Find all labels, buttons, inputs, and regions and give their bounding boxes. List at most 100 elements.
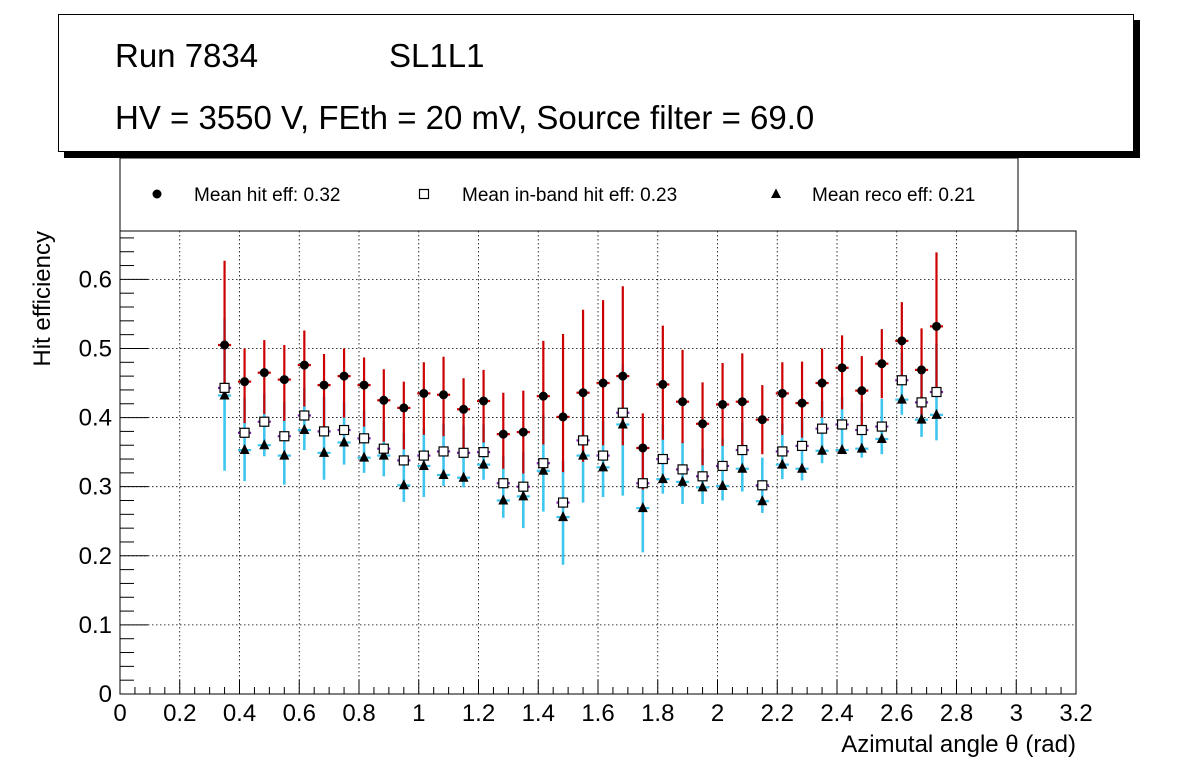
inband-point [657,453,668,465]
layer-label: SL1L1 [389,37,485,74]
hit-point [439,390,449,400]
y-tick-label: 0.2 [79,543,112,570]
inband-point [378,443,389,454]
reco-point [458,471,469,482]
inband-point [916,397,927,408]
x-tick-label: 0.2 [163,700,196,727]
hit-point [877,359,887,369]
run-label: Run 7834 [115,37,259,74]
x-tick-label: 1.2 [462,700,495,727]
reco-point [259,439,270,450]
hit-point [698,419,708,429]
hit-point [399,403,409,413]
hit-point [917,365,927,375]
x-tick-label: 2 [711,700,724,727]
inband-point [896,375,907,386]
hit-point [797,398,807,408]
x-tick-label: 1.6 [581,700,614,727]
inband-point [777,446,788,457]
reco-point [438,468,449,479]
reco-point [239,444,250,455]
reco-point [777,458,788,469]
legend-box [119,157,1019,232]
inband-point [757,480,768,491]
hit-point [678,397,688,407]
hit-point [459,404,469,414]
hit-point [638,443,648,453]
hit-point [837,363,847,373]
inband-point [637,478,648,489]
inband-point [677,464,688,475]
x-tick-label: 1 [412,700,425,727]
legend-label: Mean reco eff: 0.21 [812,185,975,206]
hit-point [618,371,628,381]
reco-point [339,436,350,447]
legend-label: Mean hit eff: 0.32 [194,185,340,206]
x-tick-label: 2.8 [940,700,973,727]
inband-point [836,419,848,430]
inband-point [458,447,469,458]
reco-point [876,433,887,444]
y-tick-label: 0 [99,681,112,708]
hit-point [220,340,230,350]
reco-point [299,424,310,435]
reco-point [518,490,529,501]
y-tick-label: 0.4 [79,405,112,432]
x-tick-label: 3.2 [1059,700,1092,727]
info-box: Run 7834 SL1L1 HV = 3550 V, FEth = 20 mV… [58,14,1134,152]
x-tick-label: 2.4 [820,700,853,727]
inband-point [498,478,509,489]
inband-point [737,444,748,456]
hit-point [598,378,608,388]
x-tick-label: 1.4 [522,700,555,727]
inband-point [597,450,609,461]
reco-point [558,511,569,522]
legend-label: Mean in-band hit eff: 0.23 [462,185,677,206]
reco-point [538,464,549,475]
hit-point [419,388,429,398]
hit-point [498,429,508,439]
inband-point [717,460,728,472]
data-series [217,252,944,565]
x-tick-label: 0 [113,700,126,727]
reco-point [319,446,330,457]
inband-point [697,471,708,482]
reco-point [617,418,628,429]
inband-point [279,431,290,442]
y-axis-label: Hit efficiency [29,231,56,367]
x-tick-label: 3 [1010,700,1023,727]
reco-point [797,462,808,473]
hit-point [757,415,767,425]
reco-point [398,479,409,490]
inband-point [358,433,370,444]
hit-point [259,368,269,378]
hit-point [578,388,588,398]
inband-point [557,497,569,508]
reco-point [637,502,648,513]
reco-point [757,495,768,506]
hit-point [897,336,907,346]
x-axis-label: Azimutal angle θ (rad) [841,731,1076,758]
inband-point [796,440,808,452]
inband-point [931,386,942,398]
conditions-label: HV = 3550 V, FEth = 20 mV, Source filter… [115,99,815,136]
inband-point [518,481,529,492]
y-tick-label: 0.5 [79,335,112,362]
y-tick-label: 0.1 [79,612,112,639]
reco-point [478,458,489,469]
reco-point [498,494,509,505]
reco-point [657,473,668,484]
reco-point [737,462,748,473]
hit-point [777,388,787,398]
inband-point [538,458,549,469]
inband-point [398,455,409,466]
inband-point [418,450,429,461]
reco-point [378,449,389,460]
inband-point [239,427,250,438]
reco-point [896,393,907,404]
hit-point [931,321,941,331]
x-tick-label: 0.4 [223,700,256,727]
hit-point [319,380,329,390]
inband-point [816,423,828,434]
